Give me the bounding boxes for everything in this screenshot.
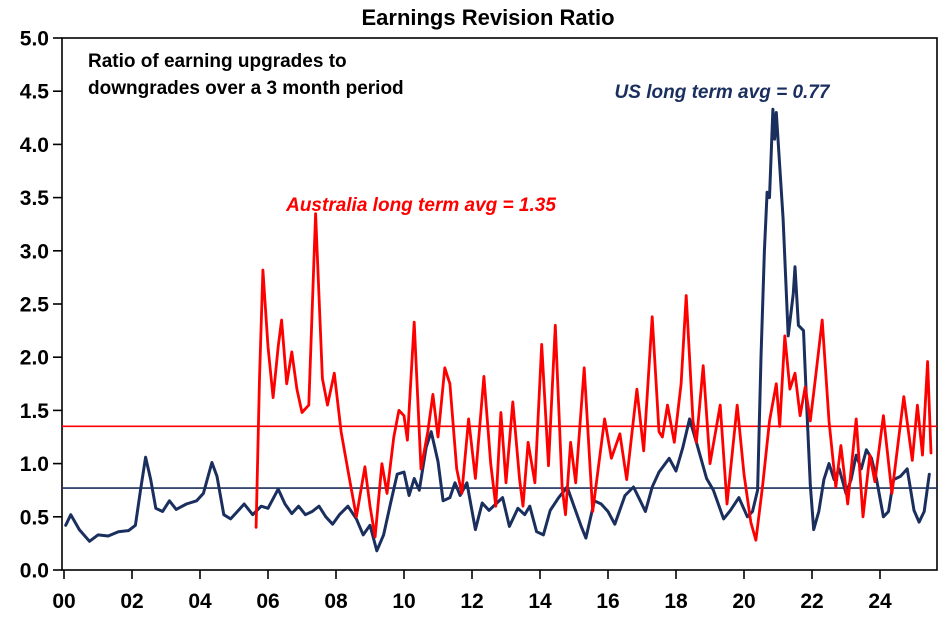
- x-tick-label: 24: [868, 590, 892, 613]
- series-us: [64, 107, 931, 553]
- y-tick-label: 4.0: [20, 134, 49, 157]
- y-tick-label: 2.5: [20, 294, 50, 317]
- chart-title: Earnings Revision Ratio: [361, 5, 614, 30]
- x-tick-label: 06: [256, 590, 279, 613]
- y-tick-label: 0.5: [20, 506, 50, 529]
- y-tick-label: 5.0: [20, 28, 49, 51]
- x-tick-label: 18: [664, 590, 688, 613]
- y-tick-label: 0.0: [20, 560, 49, 583]
- series-australia: [254, 212, 933, 542]
- x-tick-label: 02: [120, 590, 143, 613]
- australia-avg-label: Australia long term avg = 1.35: [285, 195, 556, 216]
- y-tick-label: 1.0: [20, 453, 49, 476]
- y-tick-label: 3.0: [20, 240, 49, 263]
- plot-border: [61, 37, 938, 571]
- chart-subtitle-line-1: Ratio of earning upgrades to: [88, 51, 347, 72]
- x-axis: 00 02 04 06 08 10 12 14 16 18 20 22 24: [52, 570, 892, 613]
- y-axis: 0.0 0.5 1.0 1.5 2.0 2.5 3.0 3.5 4.0 4.5 5.0: [20, 28, 62, 583]
- us-avg-label: US long term avg = 0.77: [615, 82, 831, 103]
- x-tick-label: 12: [460, 590, 483, 613]
- x-tick-label: 08: [324, 590, 348, 613]
- y-tick-label: 3.5: [20, 187, 50, 210]
- x-tick-label: 20: [732, 590, 755, 613]
- x-tick-label: 00: [52, 590, 75, 613]
- x-tick-label: 10: [392, 590, 415, 613]
- x-tick-label: 16: [596, 590, 619, 613]
- y-tick-label: 4.5: [20, 81, 50, 104]
- x-tick-label: 04: [188, 590, 212, 613]
- y-tick-label: 2.0: [20, 347, 49, 370]
- x-tick-label: 22: [800, 590, 823, 613]
- x-tick-label: 14: [528, 590, 552, 613]
- chart-subtitle-line-2: downgrades over a 3 month period: [88, 78, 404, 99]
- y-tick-label: 1.5: [20, 400, 50, 423]
